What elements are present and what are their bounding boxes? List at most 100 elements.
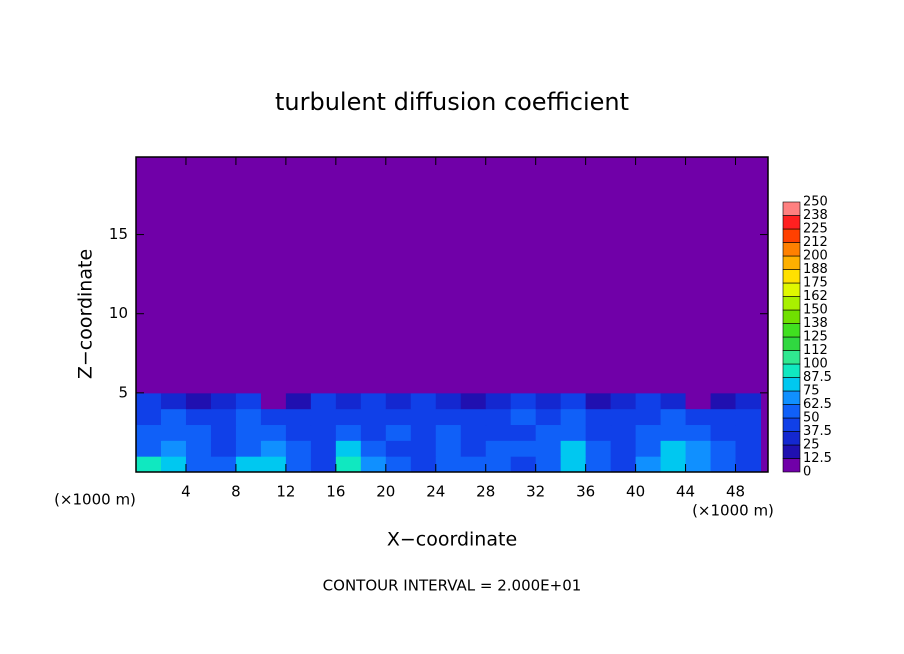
field-cell xyxy=(535,392,562,410)
colorbar-segment xyxy=(782,215,801,230)
field-cell xyxy=(235,408,262,426)
field-cell xyxy=(335,377,362,394)
colorbar-label: 188 xyxy=(803,262,828,277)
field-cell xyxy=(136,440,162,457)
field-cell xyxy=(185,424,212,441)
field-cell xyxy=(385,440,412,457)
field-cell xyxy=(410,377,437,394)
x-tick-label: 24 xyxy=(426,483,445,501)
field-cell xyxy=(585,440,612,457)
field-cell xyxy=(360,377,387,394)
field-cell xyxy=(160,424,187,441)
field-cell xyxy=(710,408,737,426)
colorbar-segment xyxy=(782,350,801,365)
colorbar-segment xyxy=(782,282,801,297)
field-cell xyxy=(710,392,737,410)
field-cell xyxy=(610,377,637,394)
field-cell xyxy=(635,408,662,426)
colorbar-label: 87.5 xyxy=(803,370,832,385)
field-cell xyxy=(360,408,387,426)
field-cell xyxy=(435,440,462,457)
x-tick-label: 12 xyxy=(276,483,295,501)
field-cell xyxy=(460,424,487,441)
field-cell xyxy=(660,424,687,441)
field-cell xyxy=(136,424,162,441)
field-cell xyxy=(335,456,362,473)
field-cell xyxy=(560,440,587,457)
field-cell xyxy=(136,377,162,394)
field-cell xyxy=(685,408,712,426)
field-cell xyxy=(235,424,262,441)
field-cell xyxy=(210,424,237,441)
field-cell xyxy=(610,392,637,410)
field-cell xyxy=(310,392,337,410)
field-cell xyxy=(285,408,312,426)
field-cell xyxy=(710,456,737,473)
field-cell xyxy=(485,392,512,410)
field-cell xyxy=(735,440,762,457)
field-cell xyxy=(410,392,437,410)
field-cell xyxy=(410,424,437,441)
field-cell xyxy=(660,377,687,394)
field-cell xyxy=(485,440,512,457)
x-tick-label: 4 xyxy=(181,483,191,501)
x-axis-label: X−coordinate xyxy=(387,529,517,551)
field-cell xyxy=(710,377,737,394)
colorbar-label: 0 xyxy=(803,465,811,480)
field-cell xyxy=(310,440,337,457)
field-cell xyxy=(160,440,187,457)
field-cell xyxy=(535,440,562,457)
field-cell xyxy=(285,440,312,457)
field-cell xyxy=(235,440,262,457)
field-cell xyxy=(360,440,387,457)
field-cell xyxy=(160,408,187,426)
colorbar-segment xyxy=(782,363,801,378)
field-cell xyxy=(210,408,237,426)
colorbar-label: 25 xyxy=(803,438,820,453)
field-cell xyxy=(160,377,187,394)
field-cell xyxy=(510,424,537,441)
colorbar-segment xyxy=(782,404,801,419)
x-tick-label: 44 xyxy=(676,483,695,501)
field-cell xyxy=(485,377,512,394)
field-cell xyxy=(735,392,762,410)
colorbar-segment xyxy=(782,201,801,216)
field-cell xyxy=(435,424,462,441)
colorbar-segment xyxy=(782,444,801,459)
field-cell xyxy=(385,456,412,473)
x-tick-label: 32 xyxy=(526,483,545,501)
field-cell xyxy=(660,440,687,457)
field-cell xyxy=(685,377,712,394)
field-cell xyxy=(235,392,262,410)
field-cell xyxy=(410,440,437,457)
colorbar-label: 75 xyxy=(803,384,820,399)
field-cell xyxy=(360,424,387,441)
field-cell xyxy=(660,392,687,410)
colorbar-label: 50 xyxy=(803,411,820,426)
field-cell xyxy=(460,440,487,457)
field-cell xyxy=(136,456,162,473)
field-cell xyxy=(585,377,612,394)
field-cell xyxy=(335,424,362,441)
field-cell xyxy=(635,377,662,394)
colorbar-segment xyxy=(782,309,801,324)
colorbar-segment xyxy=(782,255,801,270)
field-cell xyxy=(585,392,612,410)
field-cell xyxy=(710,440,737,457)
field-cell xyxy=(660,456,687,473)
colorbar-label: 162 xyxy=(803,289,828,304)
colorbar-label: 12.5 xyxy=(803,451,832,466)
field-cell xyxy=(360,456,387,473)
field-cell xyxy=(460,408,487,426)
field-cell xyxy=(485,456,512,473)
x-tick-label: 48 xyxy=(726,483,745,501)
field-cell xyxy=(585,424,612,441)
colorbar-label: 37.5 xyxy=(803,424,832,439)
chart-title: turbulent diffusion coefficient xyxy=(275,88,629,116)
field-cell xyxy=(260,392,287,410)
colorbar-label: 100 xyxy=(803,357,828,372)
field-cell xyxy=(735,408,762,426)
field-cell xyxy=(360,392,387,410)
colorbar-label: 62.5 xyxy=(803,397,832,412)
